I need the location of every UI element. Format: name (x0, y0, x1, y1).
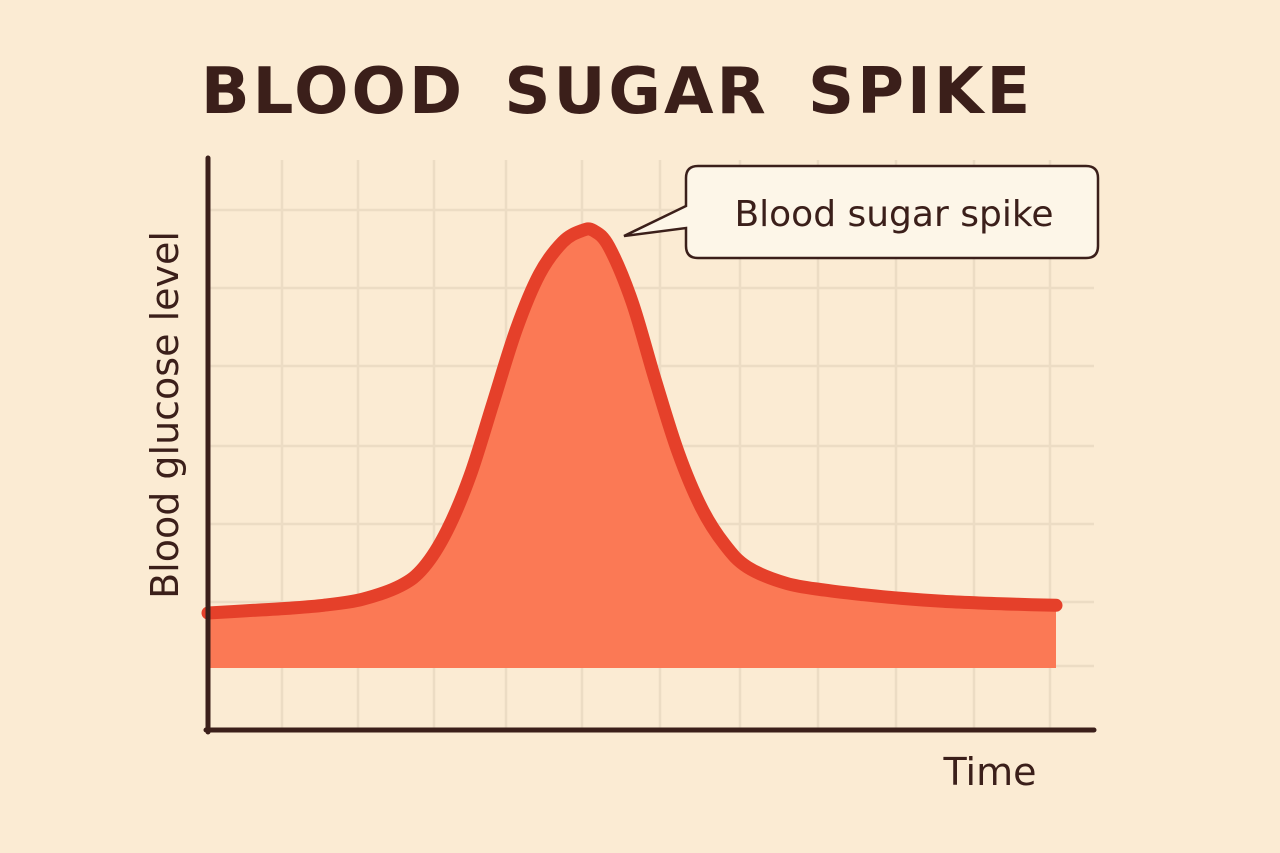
y-axis-label: Blood glucose level (143, 231, 187, 599)
series-line (201, 222, 1063, 620)
chart-title: BLOOD SUGAR SPIKE (200, 55, 1034, 129)
x-axis-label: Time (943, 750, 1037, 794)
callout-bubble (623, 164, 1100, 260)
callout-label: Blood sugar spike (734, 194, 1053, 235)
spike-callout: Blood sugar spike (623, 164, 1100, 260)
series-area-fill (208, 228, 1056, 668)
